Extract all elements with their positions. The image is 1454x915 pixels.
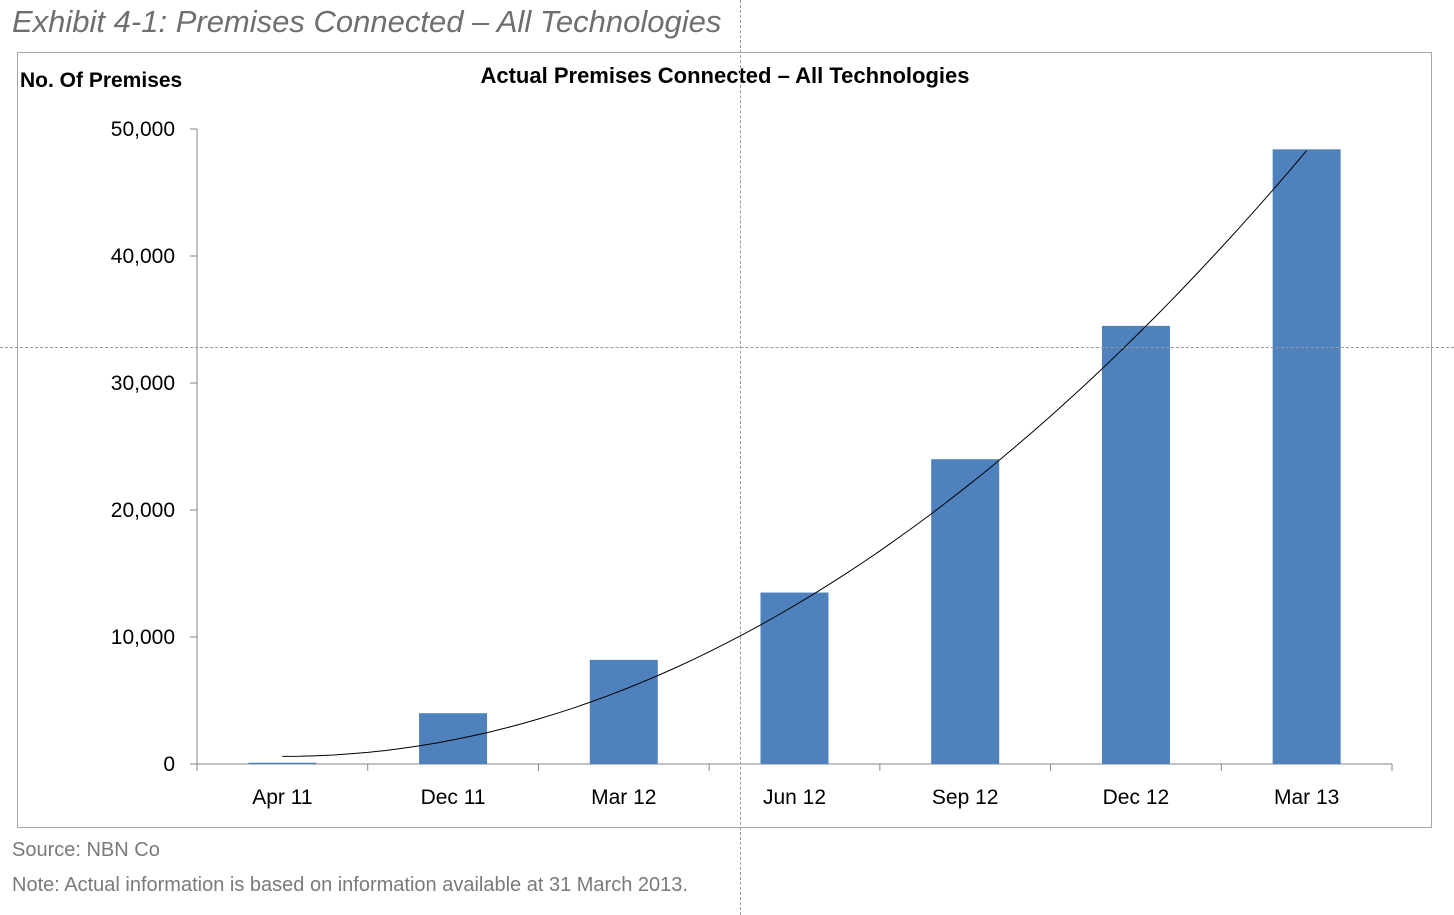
x-tick-label: Jun 12 bbox=[763, 786, 826, 809]
footnote: Note: Actual information is based on inf… bbox=[12, 874, 688, 896]
vertical-guide-line bbox=[740, 0, 741, 915]
x-tick-label: Apr 11 bbox=[252, 786, 312, 809]
bar bbox=[419, 713, 488, 764]
x-tick-label: Dec 12 bbox=[1103, 786, 1170, 809]
y-tick-label: 30,000 bbox=[111, 372, 175, 395]
bar bbox=[589, 659, 658, 764]
y-axis-title: No. Of Premises bbox=[20, 69, 183, 92]
bar bbox=[1101, 325, 1170, 764]
x-tick-label: Dec 11 bbox=[421, 786, 486, 809]
y-tick-label: 40,000 bbox=[111, 245, 175, 268]
x-tick-label: Mar 12 bbox=[591, 786, 656, 809]
bar bbox=[931, 459, 1000, 764]
y-tick-label: 20,000 bbox=[111, 499, 175, 522]
source-note: Source: NBN Co bbox=[12, 839, 160, 861]
trendline bbox=[282, 150, 1307, 757]
chart-frame bbox=[17, 52, 1432, 828]
x-tick-label: Mar 13 bbox=[1274, 786, 1339, 809]
exhibit-title: Exhibit 4-1: Premises Connected – All Te… bbox=[12, 4, 722, 39]
bar bbox=[1272, 149, 1341, 764]
bar bbox=[760, 592, 829, 764]
y-tick-label: 50,000 bbox=[111, 118, 175, 141]
y-tick-label: 10,000 bbox=[111, 626, 175, 649]
bar bbox=[248, 762, 317, 764]
x-tick-label: Sep 12 bbox=[932, 786, 999, 809]
horizontal-guide-line bbox=[0, 347, 1454, 348]
y-tick-label: 0 bbox=[163, 753, 175, 776]
chart-title: Actual Premises Connected – All Technolo… bbox=[480, 63, 970, 88]
